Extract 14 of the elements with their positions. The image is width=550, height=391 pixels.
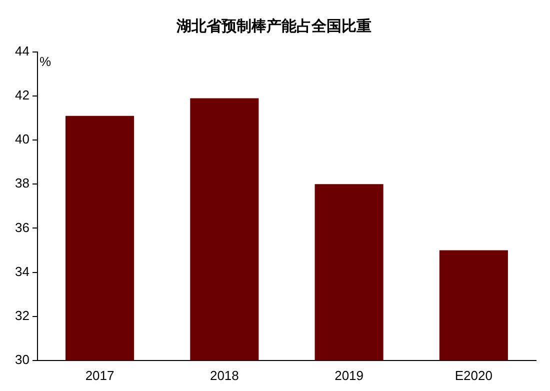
y-tick-label: 30 — [14, 352, 30, 367]
y-tick-label: 36 — [14, 220, 30, 235]
y-axis-title: % — [39, 54, 52, 70]
y-tick-label: 40 — [14, 132, 30, 147]
x-tick-label: 2017 — [85, 368, 114, 383]
y-tick-label: 34 — [14, 264, 30, 279]
chart-title: 湖北省预制棒产能占全国比重 — [176, 16, 372, 35]
y-tick-label: 38 — [14, 176, 30, 191]
y-tick-label: 44 — [14, 44, 30, 59]
x-tick-label: 2018 — [210, 368, 239, 383]
x-tick-label: 2019 — [334, 368, 364, 383]
y-tick-label: 32 — [14, 308, 30, 323]
y-tick-label: 42 — [14, 88, 30, 103]
x-tick-label: E2020 — [454, 368, 492, 383]
